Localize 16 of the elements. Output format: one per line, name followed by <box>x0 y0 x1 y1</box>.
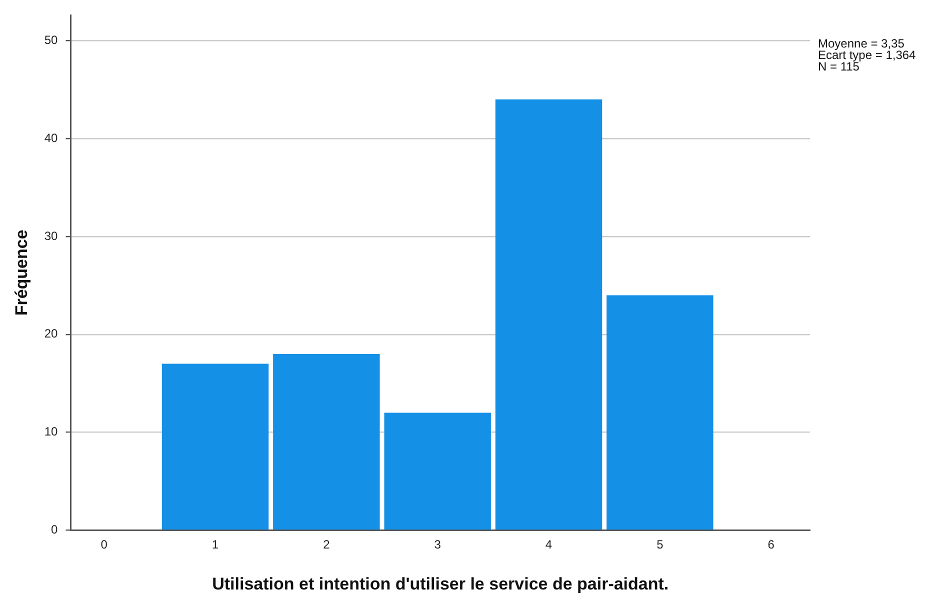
x-tick-label: 2 <box>323 538 330 552</box>
y-tick-label: 40 <box>44 130 58 145</box>
x-tick-label: 6 <box>768 538 775 552</box>
y-tick-label: 10 <box>44 424 58 439</box>
text: Moyenne = 3,35 <box>818 36 905 50</box>
x-tick-label: 1 <box>212 538 219 552</box>
x-tick-label: 5 <box>656 538 664 552</box>
y-tick-label: 0 <box>51 522 58 537</box>
y-tick-label: 20 <box>44 326 58 341</box>
x-tick-label: 3 <box>434 538 442 552</box>
x-tick-label: 4 <box>545 538 552 552</box>
x-axis-title: Utilisation et intention d'utiliser le service de pair-aidant. <box>212 574 669 594</box>
y-axis-title: Fréquence <box>12 230 31 316</box>
y-tick-label: 30 <box>44 228 58 243</box>
y-tick-label: 50 <box>44 32 58 47</box>
x-tick-label: 0 <box>100 538 108 552</box>
